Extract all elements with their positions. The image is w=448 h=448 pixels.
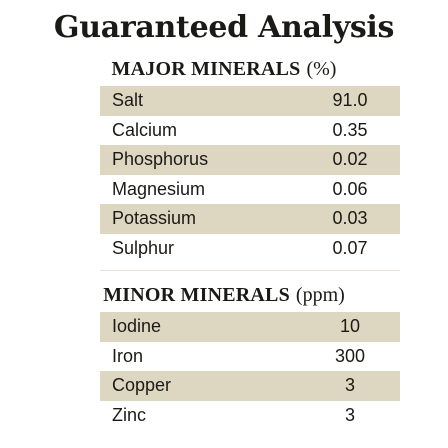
table-row: Potassium 0.03: [100, 204, 400, 234]
mineral-name: Magnesium: [112, 178, 206, 199]
mineral-value: 0.06: [332, 178, 368, 199]
table-row: Zinc 3: [100, 401, 400, 431]
major-minerals-heading: MAJOR MINERALS (%): [0, 56, 448, 82]
mineral-value: 300: [334, 345, 366, 366]
mineral-value: 91.0: [332, 90, 368, 110]
mineral-name: Salt: [112, 90, 144, 110]
mineral-name: Calcium: [112, 119, 178, 140]
table-row: Calcium 0.35: [100, 116, 400, 146]
mineral-value: 0.07: [332, 237, 368, 258]
section-divider: [100, 270, 400, 271]
minor-minerals-heading: MINOR MINERALS (ppm): [0, 282, 448, 308]
major-minerals-table: Salt 91.0 Calcium 0.35 Phosphorus 0.02 M…: [100, 86, 400, 263]
table-row: Phosphorus 0.02: [100, 145, 400, 175]
mineral-name: Sulphur: [112, 237, 175, 258]
mineral-name: Zinc: [112, 404, 147, 425]
table-row: Iron 300: [100, 342, 400, 372]
mineral-value: 0.35: [332, 119, 368, 140]
mineral-value: 3: [344, 375, 355, 395]
minor-minerals-label: MINOR MINERALS: [103, 284, 290, 306]
mineral-name: Iron: [112, 345, 144, 366]
mineral-value: 10: [339, 316, 361, 336]
mineral-value: 0.02: [332, 149, 368, 169]
major-minerals-label: MAJOR MINERALS: [111, 58, 301, 80]
page-title: Guaranteed Analysis: [53, 10, 395, 45]
mineral-name: Iodine: [112, 316, 162, 336]
mineral-name: Copper: [112, 375, 172, 395]
mineral-value: 3: [344, 404, 355, 425]
mineral-name: Phosphorus: [112, 149, 209, 169]
table-row: Magnesium 0.06: [100, 175, 400, 205]
table-row: Copper 3: [100, 371, 400, 401]
table-row: Iodine 10: [100, 312, 400, 342]
minor-minerals-unit: (ppm): [295, 284, 345, 306]
table-row: Sulphur 0.07: [100, 234, 400, 264]
table-row: Salt 91.0: [100, 86, 400, 116]
minor-minerals-table: Iodine 10 Iron 300 Copper 3 Zinc 3: [100, 312, 400, 430]
mineral-value: 0.03: [332, 208, 368, 228]
major-minerals-unit: (%): [306, 58, 337, 80]
mineral-name: Potassium: [112, 208, 197, 228]
